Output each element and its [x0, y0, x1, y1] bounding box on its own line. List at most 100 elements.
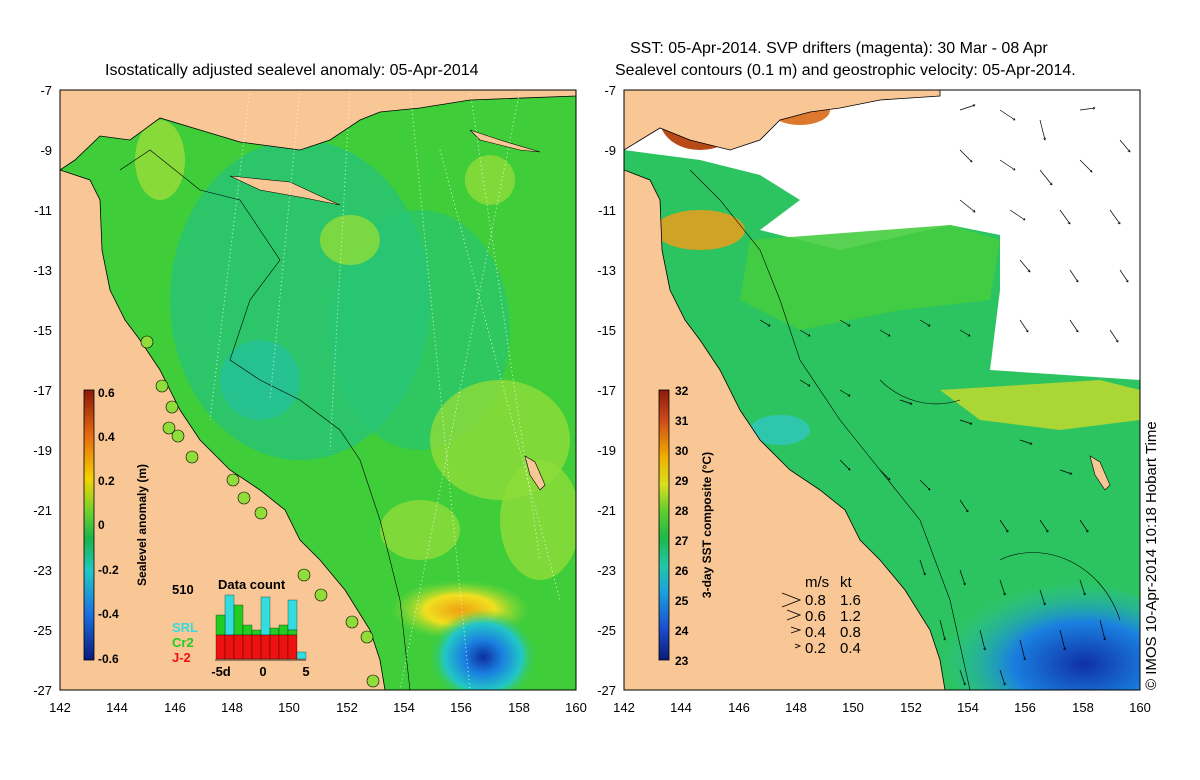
histogram-title: Data count — [218, 577, 286, 592]
left-island-solomons — [469, 129, 541, 153]
left-cyclonic-eddy — [428, 609, 538, 690]
left-map-title: Isostatically adjusted sealevel anomaly:… — [105, 62, 479, 79]
left-ground-tracks — [209, 90, 561, 690]
velocity-legend-kt: 1.6 — [840, 592, 861, 609]
left-y-tick: -21 — [33, 503, 52, 518]
left-sea-patch — [380, 500, 460, 560]
left-x-tick: 152 — [336, 700, 358, 715]
left-sea-patch — [320, 215, 380, 265]
left-x-axis: 142 144 146 148 150 152 154 156 158 160 — [49, 700, 587, 715]
histogram-max-label: 510 — [172, 582, 194, 597]
left-island-new-caledonia — [524, 455, 546, 491]
right-x-axis: 142 144 146 148 150 152 154 156 158 160 — [613, 700, 1151, 715]
right-y-tick: -13 — [597, 263, 616, 278]
right-sst-green-band — [740, 225, 1000, 330]
right-colorbar-tick: 24 — [675, 624, 689, 638]
left-land-new-guinea — [60, 90, 576, 171]
velocity-legend-ms: 0.2 — [805, 640, 826, 657]
right-y-tick: -7 — [604, 83, 616, 98]
left-x-tick: 148 — [221, 700, 243, 715]
left-x-tick: 154 — [393, 700, 415, 715]
right-sst-warm-band — [940, 380, 1140, 430]
left-colorbar-tick: 0.4 — [98, 430, 115, 444]
left-y-tick: -15 — [33, 323, 52, 338]
left-colorbar-tick: 0.2 — [98, 474, 115, 488]
right-colorbar-tick: 23 — [675, 654, 689, 668]
right-map-title-line2: Sealevel contours (0.1 m) and geostrophi… — [615, 62, 1076, 79]
right-y-tick: -17 — [597, 383, 616, 398]
right-colorbar-tick: 29 — [675, 474, 689, 488]
right-x-tick: 152 — [900, 700, 922, 715]
left-y-tick: -11 — [34, 203, 52, 218]
left-sea-patch — [465, 155, 515, 205]
right-y-tick: -21 — [597, 503, 616, 518]
histogram-bars — [215, 594, 307, 660]
right-colorbar-tick: 31 — [675, 414, 689, 428]
right-island-new-caledonia — [1089, 455, 1111, 491]
right-y-tick: -9 — [604, 143, 616, 158]
right-map — [624, 90, 1140, 690]
right-colorbar-scale — [658, 389, 670, 661]
right-colorbar-tick: 32 — [675, 384, 689, 398]
left-y-tick: -9 — [40, 143, 52, 158]
right-y-tick: -11 — [598, 203, 616, 218]
left-sea-patch — [500, 460, 576, 580]
left-colorbar-tick: 0.6 — [98, 386, 115, 400]
histogram-legend-cr2: Cr2 — [172, 635, 194, 650]
velocity-legend-header-ms: m/s — [805, 574, 829, 591]
velocity-legend-kt: 1.2 — [840, 608, 861, 625]
right-colorbar-label: 3-day SST composite (°C) — [700, 452, 714, 598]
right-sealevel-contours — [689, 169, 1121, 690]
left-y-axis: -7 -9 -11 -13 -15 -17 -19 -21 -23 -25 -2… — [33, 83, 52, 698]
left-x-tick: 158 — [508, 700, 530, 715]
velocity-legend-kt: 0.8 — [840, 624, 861, 641]
right-x-tick: 158 — [1072, 700, 1094, 715]
right-land-new-guinea — [624, 90, 941, 151]
right-x-tick: 160 — [1129, 700, 1151, 715]
histogram-legend-j2: J-2 — [172, 650, 191, 665]
right-x-tick: 142 — [613, 700, 635, 715]
left-colorbar-tick: 0 — [98, 518, 105, 532]
left-x-tick: 142 — [49, 700, 71, 715]
right-colorbar-tick: 30 — [675, 444, 689, 458]
left-colorbar-tick: -0.6 — [98, 652, 119, 666]
histogram-x-tick: 0 — [259, 664, 266, 679]
right-colorbar-tick: 28 — [675, 504, 689, 518]
left-colorbar-tick: -0.4 — [98, 607, 119, 621]
histogram-x-tick: 5 — [302, 664, 309, 679]
left-island-new-britain — [229, 175, 341, 206]
left-y-tick: -7 — [40, 83, 52, 98]
right-x-tick: 146 — [728, 700, 750, 715]
velocity-legend-arrows — [781, 592, 802, 649]
data-count-histogram: Data count 510 -5d 0 5 SRL Cr2 J-2 — [172, 577, 310, 679]
right-map-title-line1: SST: 05-Apr-2014. SVP drifters (magenta)… — [630, 40, 1048, 57]
right-colorbar-tick: 26 — [675, 564, 689, 578]
right-velocity-arrows — [759, 105, 1130, 685]
left-sea-patch — [135, 120, 185, 200]
left-map-frame — [59, 89, 577, 691]
histogram-x-tick: -5d — [211, 664, 231, 679]
right-map-frame — [623, 89, 1141, 691]
left-colorbar-tick: -0.2 — [98, 563, 119, 577]
left-y-tick: -19 — [33, 443, 52, 458]
left-y-tick: -25 — [33, 623, 52, 638]
left-colorbar: 0.6 0.4 0.2 0 -0.2 -0.4 -0.6 Sealevel an… — [83, 386, 149, 666]
left-x-tick: 160 — [565, 700, 587, 715]
right-x-tick: 154 — [957, 700, 979, 715]
velocity-legend-kt: 0.4 — [840, 640, 861, 657]
right-sst-cool-patch — [750, 415, 810, 445]
velocity-legend-ms: 0.6 — [805, 608, 826, 625]
right-colorbar: 32 31 30 29 28 27 26 25 24 23 3-day SST … — [658, 384, 714, 668]
left-colorbar-scale — [83, 389, 95, 661]
left-coastal-stations — [140, 335, 380, 688]
velocity-legend-header-kt: kt — [840, 574, 853, 591]
left-x-tick: 144 — [106, 700, 128, 715]
left-y-tick: -23 — [33, 563, 52, 578]
right-y-tick: -25 — [597, 623, 616, 638]
right-y-tick: -27 — [597, 683, 616, 698]
left-shelf-contour — [119, 149, 411, 690]
left-y-tick: -27 — [33, 683, 52, 698]
right-y-tick: -19 — [597, 443, 616, 458]
velocity-legend: m/s kt 0.8 1.6 0.6 1.2 0.4 0.8 0.2 0.4 — [805, 574, 861, 657]
